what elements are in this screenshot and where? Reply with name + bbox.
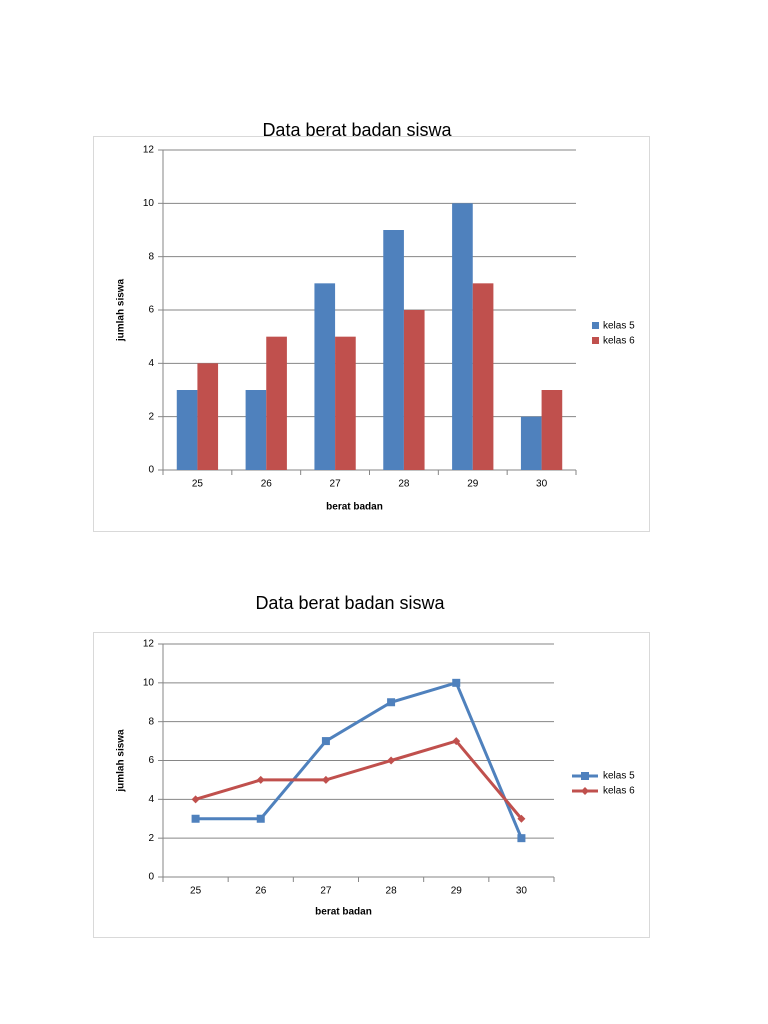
x-axis-title: berat badan (315, 907, 372, 918)
bar (472, 283, 494, 470)
x-tick-label: 28 (398, 479, 410, 490)
y-tick-label: 2 (148, 833, 154, 844)
chart-title: Data berat badan siswa (262, 120, 452, 140)
bar (403, 310, 425, 470)
point (452, 678, 461, 687)
chart-title: Data berat badan siswa (255, 593, 445, 613)
point (256, 814, 265, 823)
y-tick-label: 2 (148, 411, 154, 422)
line-series (195, 739, 523, 820)
y-tick-label: 8 (148, 251, 154, 262)
bar (520, 416, 542, 470)
bar (541, 390, 563, 470)
y-tick-label: 6 (148, 755, 154, 766)
point (387, 756, 396, 765)
point (517, 834, 526, 843)
y-tick-label: 12 (143, 639, 155, 650)
y-tick-label: 8 (148, 716, 154, 727)
legend-label: kelas 6 (603, 786, 635, 797)
point (256, 775, 265, 784)
x-tick-label: 26 (255, 886, 267, 897)
legend-label: kelas 6 (603, 336, 635, 347)
bar (314, 283, 336, 470)
x-axis-title: berat badan (326, 502, 383, 513)
legend-marker (581, 787, 589, 795)
x-tick-label: 29 (467, 479, 479, 490)
x-tick-label: 28 (386, 886, 398, 897)
y-tick-label: 0 (148, 872, 154, 883)
x-tick-label: 27 (330, 479, 342, 490)
y-axis-title: jumlah siswa (116, 729, 127, 793)
point (321, 737, 330, 746)
chart-frame (93, 632, 650, 938)
x-tick-label: 25 (190, 886, 202, 897)
point (517, 814, 526, 823)
point (321, 775, 330, 784)
x-tick-label: 25 (192, 479, 204, 490)
point (191, 814, 200, 823)
point (387, 698, 396, 707)
y-tick-label: 4 (148, 794, 154, 805)
x-tick-label: 29 (451, 886, 463, 897)
point (452, 737, 461, 746)
y-tick-label: 4 (148, 358, 154, 369)
bar (335, 336, 356, 470)
bar (266, 336, 287, 470)
y-axis-title: jumlah siswa (116, 278, 127, 342)
bar (383, 230, 404, 470)
y-tick-label: 0 (148, 465, 154, 476)
legend-swatch (592, 322, 599, 329)
x-tick-label: 27 (320, 886, 332, 897)
chart-frame (93, 136, 650, 532)
legend-swatch (592, 337, 599, 344)
y-tick-label: 12 (143, 145, 155, 156)
x-tick-label: 26 (261, 479, 273, 490)
x-tick-label: 30 (516, 886, 528, 897)
bar (245, 390, 267, 470)
bar (176, 390, 198, 470)
legend-marker (581, 772, 589, 780)
bar (452, 203, 473, 471)
y-tick-label: 10 (143, 198, 155, 209)
x-tick-label: 30 (536, 479, 548, 490)
y-tick-label: 6 (148, 305, 154, 316)
legend-label: kelas 5 (603, 321, 635, 332)
y-tick-label: 10 (143, 677, 155, 688)
legend-label: kelas 5 (603, 771, 635, 782)
line-series (195, 681, 523, 839)
point (191, 795, 200, 804)
bar (197, 363, 219, 470)
